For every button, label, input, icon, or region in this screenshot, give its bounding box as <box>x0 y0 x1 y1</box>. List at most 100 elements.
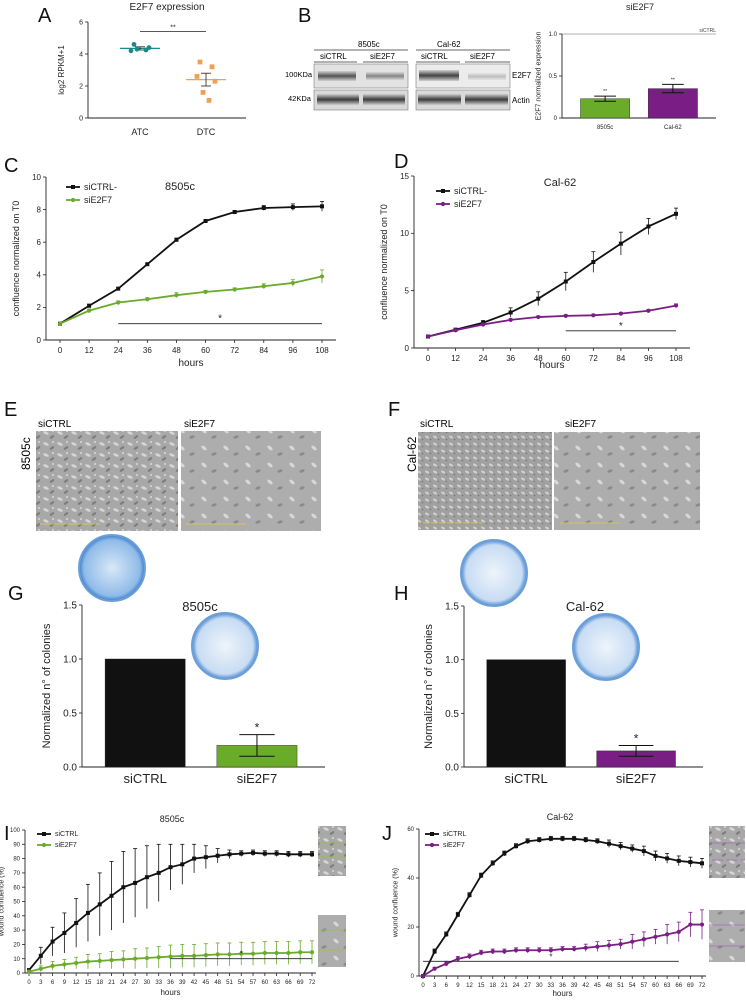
data-point <box>455 912 460 917</box>
x-tick-label: 39 <box>179 980 186 986</box>
x-tick-label: 60 <box>201 346 210 355</box>
data-point <box>38 966 43 971</box>
x-tick-label: 12 <box>85 346 94 355</box>
data-point <box>192 856 197 861</box>
data-point <box>180 953 185 958</box>
y-axis-label: confluence normalized on T0 <box>379 204 389 319</box>
x-tick-label: 30 <box>536 983 543 989</box>
y-tick-label: 2 <box>37 303 42 312</box>
y-tick-label: 0 <box>405 344 410 353</box>
data-point <box>203 219 208 224</box>
data-point <box>630 939 635 944</box>
x-tick-label: 42 <box>191 980 198 986</box>
data-point <box>145 262 150 267</box>
data-point <box>116 300 121 305</box>
data-point <box>688 922 693 927</box>
x-tick-label: 15 <box>85 980 92 986</box>
panel-label-b: B <box>298 5 311 27</box>
data-point <box>261 205 266 210</box>
x-tick-label: 0 <box>27 980 31 986</box>
data-point <box>116 286 121 291</box>
x-axis-label: hours <box>160 988 180 997</box>
data-point <box>455 956 460 961</box>
y-tick-label: 40 <box>13 914 20 920</box>
data-point <box>490 949 495 954</box>
data-point <box>536 314 541 320</box>
x-tick-label: 51 <box>617 983 624 989</box>
y-tick-label: 10 <box>400 229 409 238</box>
data-point <box>420 973 426 979</box>
data-point <box>606 943 612 948</box>
series-line-siCTRL- <box>59 205 323 325</box>
data-point <box>156 870 161 875</box>
y-tick-label: 20 <box>407 925 414 931</box>
chart-title: 8505c <box>165 181 195 193</box>
y-tick-label: 0 <box>554 116 558 122</box>
series-line-siE2F7 <box>59 275 323 325</box>
data-point <box>646 308 651 313</box>
x-tick-label: 72 <box>699 983 706 989</box>
data-point <box>536 296 541 301</box>
x-tick-label: 57 <box>641 983 648 989</box>
data-point <box>676 929 681 935</box>
x-tick-label: 96 <box>644 354 653 363</box>
legend-label: siE2F7 <box>55 842 77 849</box>
blot-size-42: 42KDa <box>288 94 312 103</box>
x-tick-label: 24 <box>114 346 123 355</box>
y-axis-label: wound confluence (%) <box>0 867 5 937</box>
data-point <box>595 839 600 844</box>
data-point <box>618 942 623 947</box>
data-point <box>674 211 678 216</box>
series-line-siE2F7 <box>427 304 677 338</box>
data-point <box>239 851 244 856</box>
x-tick-label: 18 <box>489 983 496 989</box>
data-point <box>168 865 173 870</box>
x-tick-label: 27 <box>132 980 139 986</box>
chart-b-bar: 0 0.5 1.0 E2F7 normalized expression siE2F7 s… <box>535 2 716 131</box>
data-point <box>665 856 670 861</box>
x-tick-label: 33 <box>548 983 555 989</box>
significance-mark: ** <box>603 89 607 95</box>
significance-mark: ** <box>170 25 176 32</box>
x-tick-label: 69 <box>687 983 694 989</box>
panel-label-e: E <box>4 399 17 421</box>
legend-marker <box>71 185 75 189</box>
data-point <box>479 873 484 878</box>
x-tick-label: 0 <box>421 983 425 989</box>
data-point <box>62 930 67 935</box>
data-point <box>144 955 150 961</box>
legend-label: siCTRL- <box>84 182 117 192</box>
chart-g: 0.0 0.5 1.0 1.5 Normalized n° of colonies 850… <box>41 599 325 786</box>
data-point <box>203 953 208 958</box>
data-point <box>290 280 295 286</box>
wound-inset-cal62-sictrl <box>709 826 745 878</box>
x-tick-label: 27 <box>524 983 531 989</box>
x-tick-label: 3 <box>39 980 43 986</box>
legend-marker <box>41 842 47 848</box>
data-point <box>194 74 200 79</box>
data-point <box>591 260 596 264</box>
data-point <box>168 954 173 959</box>
data-point <box>513 948 519 953</box>
x-tick-label: 108 <box>669 354 683 363</box>
data-point <box>74 920 79 925</box>
data-point <box>227 852 232 857</box>
data-point <box>641 937 646 942</box>
data-point <box>453 328 458 333</box>
data-point <box>85 959 91 964</box>
y-tick-label: 0 <box>37 336 42 345</box>
significance-mark: * <box>549 952 552 961</box>
data-point <box>262 851 267 856</box>
data-point <box>641 849 646 854</box>
x-tick-label: 48 <box>606 983 613 989</box>
blot-lane-4: siE2F7 <box>470 52 495 61</box>
x-tick-label: 21 <box>108 980 115 986</box>
x-tick-label: 45 <box>594 983 601 989</box>
colony-dishes <box>78 534 640 681</box>
data-point <box>174 237 179 242</box>
y-tick-label: 0.5 <box>549 74 558 80</box>
data-point <box>591 313 596 318</box>
data-point <box>653 934 658 939</box>
